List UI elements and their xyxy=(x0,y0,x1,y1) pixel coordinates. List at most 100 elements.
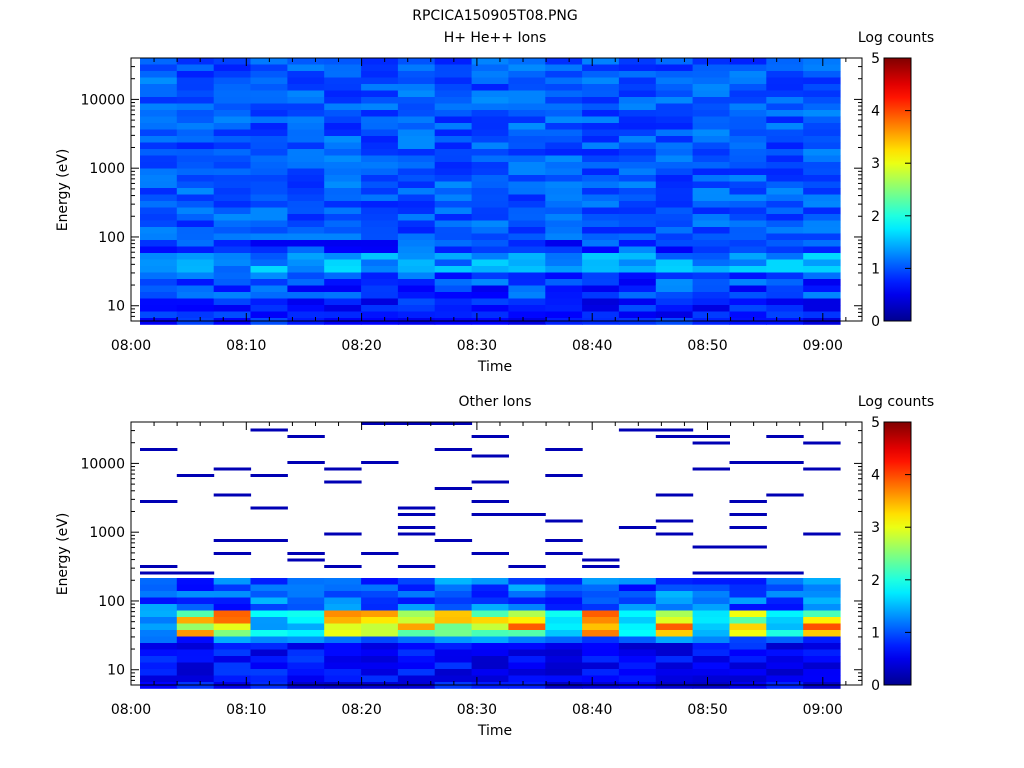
heatmap-cell xyxy=(545,181,583,189)
heatmap-cell xyxy=(176,77,215,85)
heatmap-cell xyxy=(471,90,509,98)
heatmap-cell xyxy=(618,110,657,117)
heatmap-cell xyxy=(803,675,841,683)
heatmap-cell xyxy=(140,662,178,670)
heatmap-cell xyxy=(287,233,325,241)
heatmap-cell xyxy=(545,298,583,306)
heatmap-cell xyxy=(545,669,583,676)
heatmap-cell xyxy=(618,311,657,319)
heatmap-cell xyxy=(140,142,178,150)
heatmap-cell xyxy=(250,669,288,676)
heatmap-cell xyxy=(729,175,767,182)
heatmap-cell xyxy=(766,636,804,644)
heatmap-cell xyxy=(655,97,694,104)
heatmap-cell xyxy=(508,240,546,247)
heatmap-cell xyxy=(287,227,325,234)
heatmap-cell xyxy=(582,201,620,208)
heatmap-cell xyxy=(140,155,178,163)
heatmap-cell xyxy=(655,84,694,91)
heatmap-cell xyxy=(250,240,288,247)
heatmap-cell xyxy=(213,649,252,657)
heatmap-cell xyxy=(287,636,325,644)
heatmap-cell xyxy=(324,155,362,163)
heatmap-cell xyxy=(582,240,620,247)
heatmap-cell xyxy=(508,292,546,299)
heatmap-cell xyxy=(803,604,841,611)
heatmap-cell xyxy=(508,675,546,683)
heatmap-cell xyxy=(434,623,473,631)
heatmap-cell xyxy=(729,168,767,176)
heatmap-cell xyxy=(324,162,362,169)
heatmap-cell xyxy=(655,149,694,156)
heatmap-cell xyxy=(692,162,730,169)
heatmap-cell xyxy=(618,279,657,286)
heatmap-cell xyxy=(213,58,252,65)
heatmap-cell xyxy=(766,272,804,280)
heatmap-cell xyxy=(655,636,694,644)
heatmap-cell xyxy=(287,604,325,611)
heatmap-cell xyxy=(582,103,620,111)
heatmap-cell xyxy=(176,246,215,254)
heatmap-cell xyxy=(213,116,252,124)
heatmap-cell xyxy=(618,623,657,631)
heatmap-cell xyxy=(692,155,730,163)
heatmap-cell xyxy=(287,578,325,585)
heatmap-cell xyxy=(655,168,694,176)
heatmap-cell xyxy=(803,84,841,91)
heatmap-cell xyxy=(397,266,436,273)
heatmap-cell xyxy=(397,662,436,670)
heatmap-cell xyxy=(471,168,509,176)
heatmap-cell xyxy=(582,207,620,215)
heatmap-cell xyxy=(287,461,325,464)
heatmap-cell xyxy=(434,110,473,117)
heatmap-cell xyxy=(250,636,288,644)
heatmap-cell xyxy=(545,129,583,137)
heatmap-cell xyxy=(361,298,399,306)
heatmap-cell xyxy=(250,175,288,182)
heatmap-cell xyxy=(434,669,473,676)
heatmap-cell xyxy=(545,610,583,618)
heatmap-cell xyxy=(140,207,178,215)
x-tick-label: 09:00 xyxy=(803,338,843,354)
heatmap-cell xyxy=(729,136,767,143)
heatmap-cell xyxy=(434,649,473,657)
heatmap-cell xyxy=(803,259,841,267)
heatmap-cell xyxy=(766,220,804,228)
heatmap-cell xyxy=(287,591,325,598)
heatmap-cell xyxy=(250,272,288,280)
heatmap-cell xyxy=(729,649,767,657)
heatmap-cell xyxy=(140,214,178,221)
heatmap-cell xyxy=(655,77,694,85)
heatmap-cell xyxy=(434,155,473,163)
heatmap-cell xyxy=(803,610,841,618)
heatmap-cell xyxy=(618,201,657,208)
heatmap-cell xyxy=(582,630,620,637)
heatmap-cell xyxy=(176,474,215,477)
heatmap-cell xyxy=(618,669,657,676)
heatmap-cell xyxy=(434,201,473,208)
heatmap-cell xyxy=(766,90,804,98)
heatmap-cell xyxy=(692,675,730,683)
heatmap-cell xyxy=(397,669,436,676)
heatmap-cell xyxy=(545,58,583,65)
heatmap-cell xyxy=(250,584,288,592)
heatmap-cell xyxy=(140,643,178,650)
heatmap-cell xyxy=(213,149,252,156)
heatmap-cell xyxy=(692,64,730,72)
heatmap-cell xyxy=(324,253,362,260)
heatmap-cell xyxy=(803,188,841,195)
heatmap-cell xyxy=(361,116,399,124)
heatmap-cell xyxy=(508,591,546,598)
y-tick-label: 1000 xyxy=(89,161,125,177)
heatmap-cell xyxy=(287,116,325,124)
heatmap-cell xyxy=(803,123,841,130)
heatmap-cell xyxy=(508,233,546,241)
heatmap-cell xyxy=(508,610,546,618)
heatmap-cell xyxy=(434,539,473,542)
heatmap-cell xyxy=(692,617,730,624)
heatmap-cell xyxy=(471,71,509,78)
heatmap-cell xyxy=(582,84,620,91)
heatmap-cell xyxy=(729,630,767,637)
heatmap-cell xyxy=(618,84,657,91)
heatmap-cell xyxy=(692,272,730,280)
